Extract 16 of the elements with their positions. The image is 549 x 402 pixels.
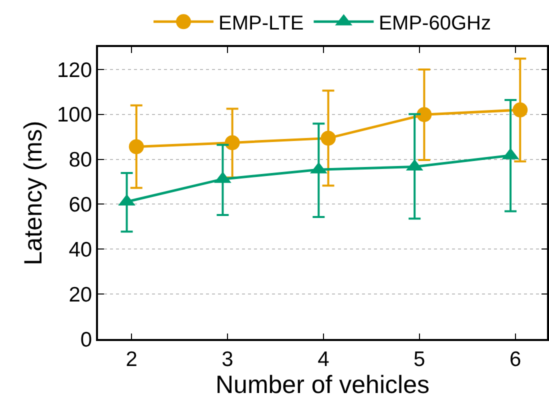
x-axis-title: Number of vehicles [216,370,430,399]
y-tick-label: 100 [57,104,92,127]
y-tick-label: 40 [68,238,92,262]
y-tick-label: 80 [68,148,92,172]
legend-label: EMP-60GHz [378,12,491,34]
x-tick-label: 3 [222,348,234,371]
x-tick-label: 2 [126,348,138,371]
x-tick-label: 4 [318,348,330,371]
x-tick-label: 5 [414,348,426,371]
y-axis-title: Latency (ms) [19,120,48,266]
y-tick-label: 60 [68,194,92,217]
legend-label: EMP-LTE [218,12,304,34]
y-tick-label: 20 [68,283,92,306]
x-tick-label: 6 [509,348,522,371]
y-tick-label: 120 [57,58,92,82]
y-tick-label: 0 [80,328,92,352]
